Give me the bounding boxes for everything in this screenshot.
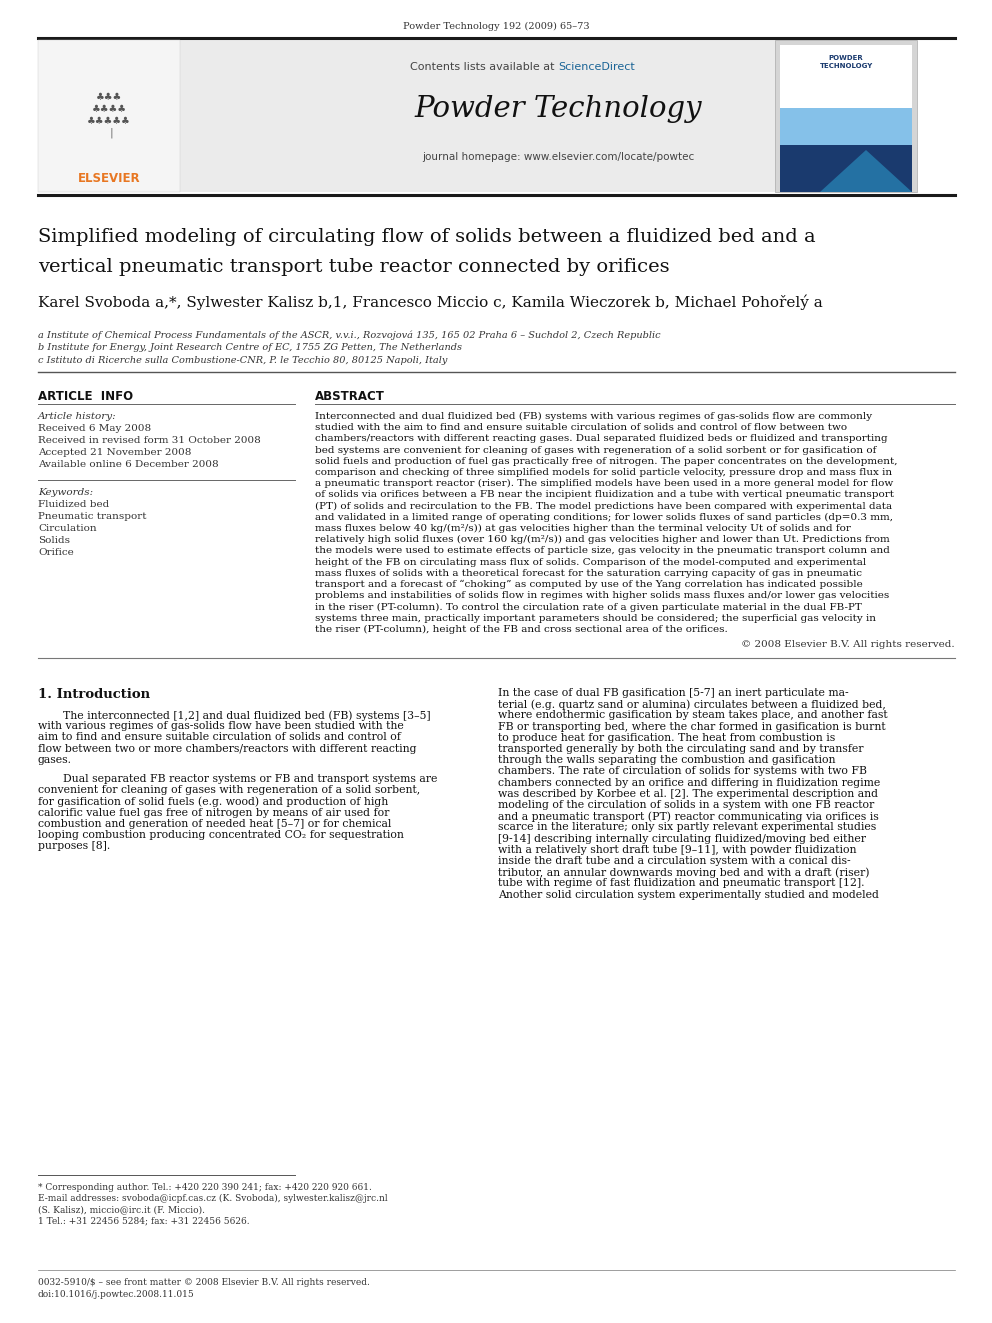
Text: transport and a forecast of “choking” as computed by use of the Yang correlation: transport and a forecast of “choking” as… [315,579,863,589]
Text: chambers. The rate of circulation of solids for systems with two FB: chambers. The rate of circulation of sol… [498,766,867,777]
Text: with various regimes of gas-solids flow have been studied with the: with various regimes of gas-solids flow … [38,721,404,732]
Text: POWDER
TECHNOLOGY: POWDER TECHNOLOGY [819,56,873,69]
Text: systems three main, practically important parameters should be considered; the s: systems three main, practically importan… [315,614,876,623]
Text: Simplified modeling of circulating flow of solids between a fluidized bed and a: Simplified modeling of circulating flow … [38,228,815,246]
Text: Keywords:: Keywords: [38,488,93,497]
Text: mass fluxes below 40 kg/(m²/s)) at gas velocities higher than the terminal veloc: mass fluxes below 40 kg/(m²/s)) at gas v… [315,524,851,533]
Text: vertical pneumatic transport tube reactor connected by orifices: vertical pneumatic transport tube reacto… [38,258,670,277]
Text: doi:10.1016/j.powtec.2008.11.015: doi:10.1016/j.powtec.2008.11.015 [38,1290,194,1299]
Text: convenient for cleaning of gases with regeneration of a solid sorbent,: convenient for cleaning of gases with re… [38,785,421,795]
Text: ARTICLE  INFO: ARTICLE INFO [38,390,133,404]
Text: Karel Svoboda a,*, Sylwester Kalisz b,1, Francesco Miccio c, Kamila Wieczorek b,: Karel Svoboda a,*, Sylwester Kalisz b,1,… [38,295,822,311]
Text: through the walls separating the combustion and gasification: through the walls separating the combust… [498,755,835,765]
Text: c Istituto di Ricerche sulla Combustione-CNR, P. le Tecchio 80, 80125 Napoli, It: c Istituto di Ricerche sulla Combustione… [38,356,447,365]
Text: problems and instabilities of solids flow in regimes with higher solids mass flu: problems and instabilities of solids flo… [315,591,889,601]
Text: looping combustion producing concentrated CO₂ for sequestration: looping combustion producing concentrate… [38,830,404,840]
Text: chambers/reactors with different reacting gases. Dual separated fluidized beds o: chambers/reactors with different reactin… [315,434,888,443]
Text: to produce heat for gasification. The heat from combustion is: to produce heat for gasification. The he… [498,733,835,742]
Text: Pneumatic transport: Pneumatic transport [38,512,147,521]
Text: b Institute for Energy, Joint Research Centre of EC, 1755 ZG Petten, The Netherl: b Institute for Energy, Joint Research C… [38,343,462,352]
Text: in the riser (PT-column). To control the circulation rate of a given particulate: in the riser (PT-column). To control the… [315,602,862,611]
Text: 1. Introduction: 1. Introduction [38,688,150,701]
Text: Powder Technology: Powder Technology [415,95,701,123]
Text: In the case of dual FB gasification [5-7] an inert particulate ma-: In the case of dual FB gasification [5-7… [498,688,848,699]
Bar [780,108,912,146]
Text: mass fluxes of solids with a theoretical forecast for the saturation carrying ca: mass fluxes of solids with a theoretical… [315,569,862,578]
Text: (S. Kalisz), miccio@irc.it (F. Miccio).: (S. Kalisz), miccio@irc.it (F. Miccio). [38,1205,205,1215]
Text: flow between two or more chambers/reactors with different reacting: flow between two or more chambers/reacto… [38,744,417,754]
Text: Powder Technology 192 (2009) 65–73: Powder Technology 192 (2009) 65–73 [403,22,589,32]
Text: tube with regime of fast fluidization and pneumatic transport [12].: tube with regime of fast fluidization an… [498,878,864,889]
Text: Another solid circulation system experimentally studied and modeled: Another solid circulation system experim… [498,889,879,900]
Text: calorific value fuel gas free of nitrogen by means of air used for: calorific value fuel gas free of nitroge… [38,807,390,818]
Text: ABSTRACT: ABSTRACT [315,390,385,404]
Bar [780,146,912,192]
Text: (PT) of solids and recirculation to the FB. The model predictions have been comp: (PT) of solids and recirculation to the … [315,501,892,511]
Text: E-mail addresses: svoboda@icpf.cas.cz (K. Svoboda), sylwester.kalisz@jrc.nl: E-mail addresses: svoboda@icpf.cas.cz (K… [38,1193,388,1203]
Text: terial (e.g. quartz sand or alumina) circulates between a fluidized bed,: terial (e.g. quartz sand or alumina) cir… [498,699,886,709]
Text: Available online 6 December 2008: Available online 6 December 2008 [38,460,218,468]
Text: Dual separated FB reactor systems or FB and transport systems are: Dual separated FB reactor systems or FB … [63,774,437,785]
Text: studied with the aim to find and ensure suitable circulation of solids and contr: studied with the aim to find and ensure … [315,423,847,433]
Text: bed systems are convenient for cleaning of gases with regeneration of a solid so: bed systems are convenient for cleaning … [315,446,876,455]
Text: purposes [8].: purposes [8]. [38,841,110,851]
Bar [38,40,917,192]
Text: Article history:: Article history: [38,411,117,421]
Text: the models were used to estimate effects of particle size, gas velocity in the p: the models were used to estimate effects… [315,546,890,556]
Text: Contents lists available at: Contents lists available at [410,62,558,71]
Text: comparison and checking of three simplified models for solid particle velocity, : comparison and checking of three simplif… [315,468,892,478]
Text: scarce in the literature; only six partly relevant experimental studies: scarce in the literature; only six partl… [498,823,876,832]
Text: Received 6 May 2008: Received 6 May 2008 [38,423,151,433]
Text: modeling of the circulation of solids in a system with one FB reactor: modeling of the circulation of solids in… [498,800,874,810]
Text: for gasification of solid fuels (e.g. wood) and production of high: for gasification of solid fuels (e.g. wo… [38,796,388,807]
Text: Received in revised form 31 October 2008: Received in revised form 31 October 2008 [38,437,261,445]
Text: 1 Tel.: +31 22456 5284; fax: +31 22456 5626.: 1 Tel.: +31 22456 5284; fax: +31 22456 5… [38,1216,250,1225]
Text: chambers connected by an orifice and differing in fluidization regime: chambers connected by an orifice and dif… [498,778,880,787]
Bar [780,45,912,188]
Text: Solids: Solids [38,536,70,545]
Text: transported generally by both the circulating sand and by transfer: transported generally by both the circul… [498,744,863,754]
Text: a Institute of Chemical Process Fundamentals of the ASCR, v.v.i., Rozvojová 135,: a Institute of Chemical Process Fundamen… [38,329,661,340]
Text: Orifice: Orifice [38,548,73,557]
Polygon shape [820,149,912,192]
Text: * Corresponding author. Tel.: +420 220 390 241; fax: +420 220 920 661.: * Corresponding author. Tel.: +420 220 3… [38,1183,372,1192]
Text: was described by Korbee et al. [2]. The experimental description and: was described by Korbee et al. [2]. The … [498,789,878,799]
Text: Accepted 21 November 2008: Accepted 21 November 2008 [38,448,191,456]
Text: height of the FB on circulating mass flux of solids. Comparison of the model-com: height of the FB on circulating mass flu… [315,557,866,566]
Text: and validated in a limited range of operating conditions; for lower solids fluxe: and validated in a limited range of oper… [315,513,893,523]
Text: aim to find and ensure suitable circulation of solids and control of: aim to find and ensure suitable circulat… [38,733,401,742]
Text: Circulation: Circulation [38,524,96,533]
Text: where endothermic gasification by steam takes place, and another fast: where endothermic gasification by steam … [498,710,888,721]
Text: and a pneumatic transport (PT) reactor communicating via orifices is: and a pneumatic transport (PT) reactor c… [498,811,879,822]
Text: Interconnected and dual fluidized bed (FB) systems with various regimes of gas-s: Interconnected and dual fluidized bed (F… [315,411,872,421]
Text: the riser (PT-column), height of the FB and cross sectional area of the orifices: the riser (PT-column), height of the FB … [315,624,728,634]
Text: a pneumatic transport reactor (riser). The simplified models have been used in a: a pneumatic transport reactor (riser). T… [315,479,893,488]
Text: ♣♣♣
♣♣♣♣
♣♣♣♣♣
  |: ♣♣♣ ♣♣♣♣ ♣♣♣♣♣ | [87,93,131,138]
Text: ELSEVIER: ELSEVIER [77,172,140,185]
Text: solid fuels and production of fuel gas practically free of nitrogen. The paper c: solid fuels and production of fuel gas p… [315,456,898,466]
Text: journal homepage: www.elsevier.com/locate/powtec: journal homepage: www.elsevier.com/locat… [422,152,694,161]
Text: relatively high solid fluxes (over 160 kg/(m²/s)) and gas velocities higher and : relatively high solid fluxes (over 160 k… [315,536,890,544]
Bar [775,40,917,192]
Text: FB or transporting bed, where the char formed in gasification is burnt: FB or transporting bed, where the char f… [498,721,886,732]
Text: tributor, an annular downwards moving bed and with a draft (riser): tributor, an annular downwards moving be… [498,867,870,877]
Text: Fluidized bed: Fluidized bed [38,500,109,509]
Text: 0032-5910/$ – see front matter © 2008 Elsevier B.V. All rights reserved.: 0032-5910/$ – see front matter © 2008 El… [38,1278,370,1287]
Text: ScienceDirect: ScienceDirect [558,62,635,71]
Text: gases.: gases. [38,755,72,765]
Text: of solids via orifices between a FB near the incipient fluidization and a tube w: of solids via orifices between a FB near… [315,491,894,499]
Bar [38,40,180,192]
Text: [9-14] describing internally circulating fluidized/moving bed either: [9-14] describing internally circulating… [498,833,866,844]
Text: inside the draft tube and a circulation system with a conical dis-: inside the draft tube and a circulation … [498,856,850,867]
Text: combustion and generation of needed heat [5–7] or for chemical: combustion and generation of needed heat… [38,819,392,828]
Text: © 2008 Elsevier B.V. All rights reserved.: © 2008 Elsevier B.V. All rights reserved… [741,640,955,650]
Text: The interconnected [1,2] and dual fluidized bed (FB) systems [3–5]: The interconnected [1,2] and dual fluidi… [63,710,431,721]
Text: with a relatively short draft tube [9–11], with powder fluidization: with a relatively short draft tube [9–11… [498,845,856,855]
